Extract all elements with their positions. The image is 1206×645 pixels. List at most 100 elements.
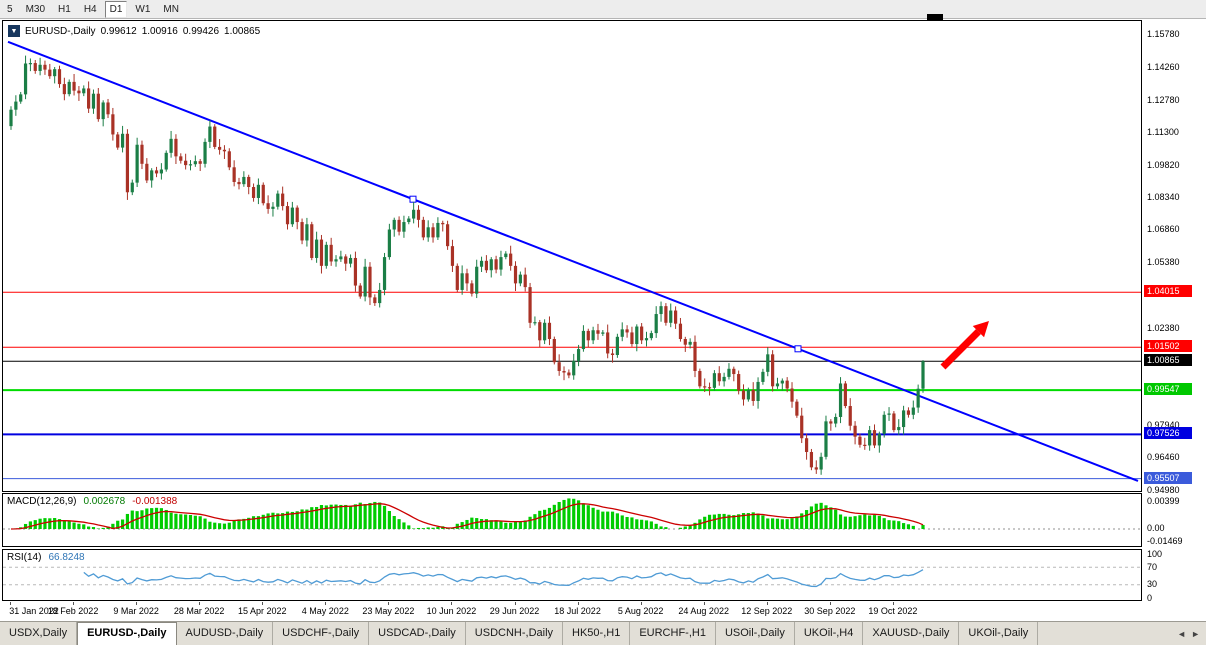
price-badge: 1.00865 [1144, 354, 1192, 367]
date-label: 12 Sep 2022 [741, 606, 793, 616]
symbol-tab-ukoil-daily[interactable]: UKOil-,Daily [959, 622, 1039, 645]
price-axis-label: 1.15780 [1147, 29, 1180, 40]
rsi-axis-label: 0 [1147, 592, 1153, 603]
main-chart-canvas [3, 40, 1141, 482]
price-axis-label: 1.09820 [1147, 159, 1180, 170]
date-label: 19 Oct 2022 [868, 606, 918, 616]
symbol-tab-xauusd-daily[interactable]: XAUUSD-,Daily [863, 622, 960, 645]
rsi-value: 66.8248 [48, 552, 85, 563]
date-tick [514, 602, 516, 605]
date-label: 30 Sep 2022 [804, 606, 856, 616]
date-tick [892, 602, 894, 605]
symbol-tab-usdcad-daily[interactable]: USDCAD-,Daily [369, 622, 466, 645]
price-axis-label: 1.11300 [1147, 127, 1179, 138]
macd-signal-line [10, 503, 924, 530]
symbol-tab-ukoil-h4[interactable]: UKOil-,H4 [795, 622, 864, 645]
ohlc-low: 0.99426 [182, 25, 220, 37]
timeframe-button-h4[interactable]: H4 [83, 3, 97, 15]
macd-signal-value: -0.001388 [132, 496, 178, 507]
price-badge: 0.97526 [1144, 427, 1192, 440]
timeframe-button-h1[interactable]: H1 [58, 3, 71, 15]
rsi-name: RSI(14) [7, 552, 42, 563]
date-tick [577, 602, 579, 605]
macd-canvas [3, 498, 1141, 530]
symbol-tab-audusd-daily[interactable]: AUDUSD-,Daily [177, 622, 274, 645]
price-badge: 1.01502 [1144, 340, 1192, 353]
macd-axis-label: -0.01469 [1147, 536, 1183, 546]
date-label: 31 Jan 2022 [9, 606, 59, 616]
date-tick [136, 602, 138, 605]
date-label: 23 May 2022 [362, 606, 415, 616]
price-badge: 0.99547 [1144, 383, 1192, 396]
timeframe-button-w1[interactable]: W1 [135, 3, 151, 15]
date-tick [829, 602, 831, 605]
tabs-scroll-right-icon[interactable]: ► [1191, 628, 1200, 639]
symbol-tab-usoil-daily[interactable]: USOil-,Daily [716, 622, 795, 645]
timeframe-button-m30[interactable]: M30 [25, 3, 46, 15]
trendline-handle[interactable] [409, 195, 417, 203]
date-label: 18 Jul 2022 [554, 606, 601, 616]
price-axis-label: 1.08340 [1147, 192, 1180, 203]
date-label: 5 Aug 2022 [617, 606, 664, 616]
date-label: 15 Apr 2022 [237, 606, 287, 616]
ohlc-close: 1.00865 [224, 25, 261, 37]
symbol-tab-bar: USDX,Daily EURUSD-,Daily AUDUSD-,Daily USDC… [0, 621, 1206, 645]
rsi-line [83, 569, 924, 588]
price-badge: 1.04015 [1144, 285, 1192, 298]
ohlc-open: 0.99612 [100, 25, 137, 37]
price-badge: 0.95507 [1144, 471, 1192, 484]
date-label: 24 Aug 2022 [678, 606, 729, 616]
symbol-tab-eurchf-h1[interactable]: EURCHF-,H1 [630, 622, 716, 645]
date-tick [325, 602, 327, 605]
main-chart-pane[interactable]: ▼ EURUSD-,Daily 0.99612 1.00916 0.99426 … [2, 20, 1142, 492]
macd-pane[interactable]: MACD(12,26,9) 0.002678 -0.001388 [2, 493, 1142, 547]
date-tick [199, 602, 201, 605]
macd-label: MACD(12,26,9) 0.002678 -0.001388 [7, 496, 177, 507]
candlestick-series [9, 55, 925, 475]
date-label: 29 Jun 2022 [489, 606, 540, 616]
price-axis-label: 1.02380 [1147, 322, 1180, 333]
rsi-label: RSI(14) 66.8248 [7, 552, 85, 563]
date-tick [451, 602, 453, 605]
price-axis-label: 0.94980 [1147, 484, 1180, 495]
macd-name: MACD(12,26,9) [7, 496, 77, 507]
timeframe-button-5[interactable]: 5 [7, 3, 13, 15]
rsi-pane[interactable]: RSI(14) 66.8248 [2, 549, 1142, 601]
timeframe-toolbar: 5 M30 H1 H4 D1 W1 MN [0, 0, 1206, 19]
tabs-scroll-left-icon[interactable]: ◄ [1177, 628, 1187, 639]
date-label: 10 Jun 2022 [426, 606, 477, 616]
date-label: 9 Mar 2022 [113, 606, 159, 616]
date-tick [766, 602, 768, 605]
date-axis[interactable]: 31 Jan 2022 18 Feb 2022 9 Mar 2022 28 Mar 2… [2, 602, 1142, 620]
date-label: 4 May 2022 [301, 606, 349, 616]
rsi-axis-label: 70 [1147, 561, 1158, 572]
chevron-down-icon[interactable]: ▼ [8, 25, 20, 37]
horizontal-level-lines [3, 291, 1141, 480]
trendline-handle[interactable] [794, 345, 802, 353]
date-tick [703, 602, 705, 605]
red-arrow-annotation[interactable] [940, 321, 989, 370]
symbol-tabs: USDX,Daily EURUSD-,Daily AUDUSD-,Daily USDC… [0, 622, 1039, 645]
symbol-tab-hk50-h1[interactable]: HK50-,H1 [563, 622, 631, 645]
macd-histogram [14, 498, 925, 529]
date-tick [640, 602, 642, 605]
timeframe-button-d1[interactable]: D1 [104, 0, 128, 18]
tab-scroll-controls: ◄ ► [1171, 622, 1206, 645]
date-tick [388, 602, 390, 605]
price-axis[interactable]: 1.15780 1.14260 1.12780 1.11300 1.09820 1.083… [1144, 20, 1206, 603]
date-label: 18 Feb 2022 [47, 606, 99, 616]
rsi-axis-label: 30 [1147, 579, 1158, 590]
symbol-tab-eurusd-daily[interactable]: EURUSD-,Daily [77, 622, 177, 645]
symbol-tab-usdcnh-daily[interactable]: USDCNH-,Daily [466, 622, 564, 645]
symbol-tab-usdchf-daily[interactable]: USDCHF-,Daily [273, 622, 370, 645]
price-axis-label: 0.97940 [1147, 419, 1180, 430]
symbol-tab-usdx-daily[interactable]: USDX,Daily [0, 622, 78, 645]
date-tick [262, 602, 264, 605]
price-axis-label: 1.14260 [1147, 62, 1180, 73]
price-axis-label: 1.06860 [1147, 224, 1180, 235]
symbol-name: EURUSD-,Daily [25, 25, 96, 37]
descending-trendline[interactable] [7, 40, 1139, 482]
date-label: 28 Mar 2022 [173, 606, 225, 616]
macd-axis-label: 0.00 [1147, 523, 1165, 533]
timeframe-button-mn[interactable]: MN [163, 3, 179, 15]
